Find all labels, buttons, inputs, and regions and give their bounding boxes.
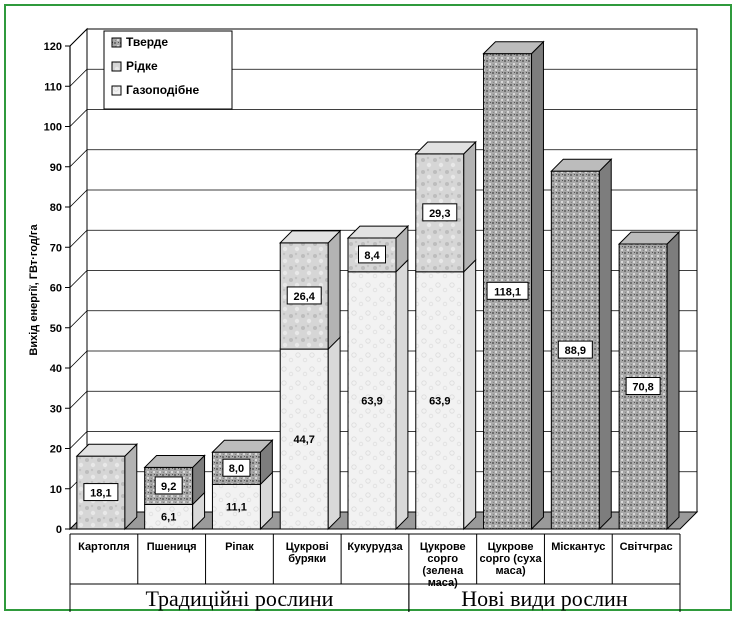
bar-top [550, 158, 613, 172]
y-tick-label: 90 [50, 162, 62, 174]
category-label: Картопля [78, 541, 130, 553]
data-label: 8,4 [364, 250, 380, 262]
bar-segment: 118,1 [482, 40, 545, 531]
data-label-box [286, 286, 322, 305]
data-label: 18,1 [90, 488, 111, 500]
data-label: 26,4 [294, 291, 316, 303]
bar-front [211, 483, 261, 530]
legend-label: Тверде [126, 35, 168, 49]
legend-swatch [111, 37, 122, 48]
data-label-box [422, 203, 458, 222]
legend [103, 30, 233, 110]
data-label-box [358, 245, 386, 264]
bar-side [463, 140, 477, 274]
data-label: 44,7 [294, 434, 315, 446]
bar-segment: 29,3 [414, 140, 477, 274]
data-label: 29,3 [429, 208, 450, 220]
bar-side [395, 258, 409, 531]
gridline [69, 28, 697, 47]
bar-segment: 8,4 [346, 224, 410, 274]
y-tick-label: 110 [44, 81, 62, 93]
legend-swatch [111, 61, 122, 72]
group-label: Традиційні рослини [145, 586, 333, 611]
category-label: Ріпак [225, 541, 254, 553]
category-label: Світчграс [620, 541, 673, 553]
y-tick-label: 0 [56, 524, 62, 536]
bar-segment: 9,2 [143, 454, 206, 506]
bar-side [124, 443, 138, 531]
bar-segment: 63,9 [415, 258, 477, 531]
bar-top [346, 225, 410, 239]
data-label: 118,1 [494, 286, 521, 298]
bar-side [463, 258, 477, 531]
bar-segment: 88,9 [550, 158, 613, 531]
category-label: Кукурудза [347, 541, 403, 553]
data-label-box [154, 476, 183, 495]
y-tick-label: 40 [50, 363, 62, 375]
legend-label: Газоподібне [126, 83, 199, 97]
legend-label: Рідке [126, 59, 158, 73]
bar-segment: 11,1 [211, 471, 273, 531]
category-label: Цукрове сорго (зелена маса) [420, 541, 466, 589]
bar-top [143, 455, 206, 468]
y-tick-label: 120 [44, 41, 62, 53]
bar-side [531, 40, 544, 531]
data-label-box [222, 458, 251, 477]
bar-front [347, 271, 397, 530]
bar-side [327, 335, 341, 531]
y-tick-label: 10 [50, 484, 62, 496]
y-tick-label: 30 [50, 403, 62, 415]
bar-top [617, 231, 681, 245]
data-label: 88,9 [565, 345, 586, 357]
data-label-box [486, 281, 529, 300]
data-label: 63,9 [361, 395, 382, 407]
data-label: 63,9 [429, 395, 450, 407]
bar-top [211, 439, 274, 453]
bar-segment: 26,4 [279, 229, 342, 351]
bar-side [327, 229, 341, 351]
bar-side [666, 230, 680, 531]
y-tick-label: 20 [50, 444, 62, 456]
legend-swatch [111, 85, 122, 96]
bar-side [598, 158, 612, 531]
bar-segment: 70,8 [617, 230, 681, 531]
category-label: Пшениця [147, 541, 197, 553]
data-label: 9,2 [161, 481, 176, 493]
bar-segment: 18,1 [75, 443, 138, 531]
category-label: Цукрові буряки [286, 541, 329, 565]
data-label-box [557, 340, 593, 359]
data-label-box [83, 483, 119, 502]
bar-front [279, 348, 329, 530]
y-tick-label: 80 [50, 202, 62, 214]
bar-top [279, 230, 342, 244]
bar-top [414, 141, 477, 155]
category-label: Міскантус [551, 541, 605, 553]
data-label: 6,1 [161, 512, 176, 524]
data-label: 70,8 [632, 382, 653, 394]
bar-segment: 6,1 [144, 491, 206, 531]
group-label: Нові види рослин [461, 586, 628, 611]
bar-segment: 63,9 [347, 258, 409, 531]
bar-segment: 44,7 [279, 335, 341, 531]
bar-front [415, 271, 465, 530]
y-tick-label: 60 [50, 283, 62, 295]
y-tick-label: 50 [50, 323, 62, 335]
bar-top [75, 443, 138, 457]
bar-segment: 8,0 [211, 439, 274, 486]
data-label-box [625, 377, 661, 396]
y-tick-label: 100 [44, 122, 62, 134]
category-label: Цукрове сорго (суха маса) [480, 541, 543, 577]
bar-top [482, 41, 545, 55]
y-tick-label: 70 [50, 242, 62, 254]
y-axis-label: Вихід енергії, ГВт·год/га [28, 224, 40, 356]
data-label: 11,1 [226, 502, 247, 514]
data-label: 8,0 [229, 463, 244, 475]
